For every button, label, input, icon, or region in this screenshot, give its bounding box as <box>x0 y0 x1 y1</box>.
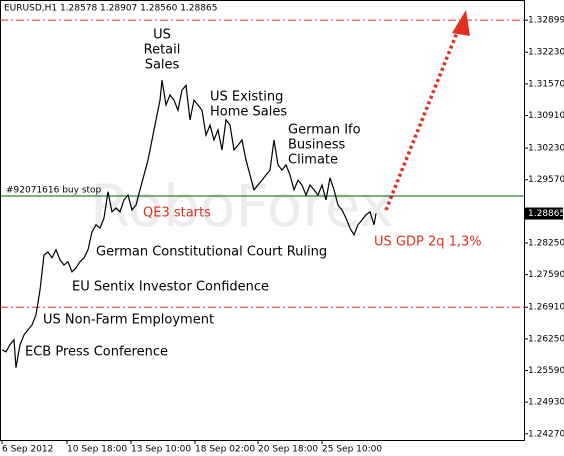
chart-title: EURUSD,H1 1.28578 1.28907 1.28560 1.2886… <box>4 4 217 14</box>
annotation: US Non-Farm Employment <box>43 313 214 328</box>
y-tick-label: 1.30230 <box>528 144 564 154</box>
annotation: US GDP 2q 1,3% <box>374 235 482 250</box>
y-tick-label: 1.30910 <box>528 111 564 121</box>
annotation: ECB Press Conference <box>25 345 168 360</box>
x-tick-label: 18 Sep 02:00 <box>195 445 255 455</box>
y-tick-label: 1.27590 <box>528 270 564 280</box>
arrow-line <box>384 29 460 211</box>
annotation: QE3 starts <box>143 206 211 221</box>
annotation: Home Sales <box>210 105 287 120</box>
annotation: Business <box>288 138 346 153</box>
forecast-arrow <box>384 10 470 211</box>
annotation: German Ifo <box>288 123 361 138</box>
x-tick-label: 6 Sep 2012 <box>2 445 53 455</box>
annotation: German Constitutional Court Ruling <box>96 245 327 260</box>
last-price-label: 1.28865 <box>528 209 564 219</box>
y-tick-label: 1.28250 <box>528 239 564 249</box>
y-tick-label: 1.29570 <box>528 175 564 185</box>
annotation: US Existing <box>210 90 283 105</box>
annotation: Sales <box>145 58 180 73</box>
y-tick-label: 1.25590 <box>528 366 564 376</box>
x-tick-label: 20 Sep 18:00 <box>258 445 318 455</box>
watermark: RoboForex <box>90 172 394 240</box>
y-tick-label: 1.32230 <box>528 48 564 58</box>
plot-frame <box>0 0 525 441</box>
x-tick-label: 25 Sep 10:00 <box>322 445 382 455</box>
y-tick-label: 1.31570 <box>528 79 564 89</box>
y-tick-label: 1.32899 <box>528 16 564 26</box>
stop-order-label: #92071616 buy stop <box>6 186 102 196</box>
arrow-head <box>452 10 470 36</box>
annotation: EU Sentix Investor Confidence <box>72 280 269 295</box>
price-line <box>1 79 377 368</box>
y-tick-label: 1.24930 <box>528 398 564 408</box>
y-tick-label: 1.24270 <box>528 429 564 439</box>
annotation: Retail <box>144 43 181 58</box>
annotation: Climate <box>288 153 338 168</box>
y-tick-label: 1.26250 <box>528 334 564 344</box>
y-tick-label: 1.26910 <box>528 303 564 313</box>
x-tick-label: 13 Sep 10:00 <box>131 445 191 455</box>
last-price-box <box>525 207 563 220</box>
x-tick-label: 10 Sep 18:00 <box>67 445 127 455</box>
annotation: US <box>153 28 171 43</box>
